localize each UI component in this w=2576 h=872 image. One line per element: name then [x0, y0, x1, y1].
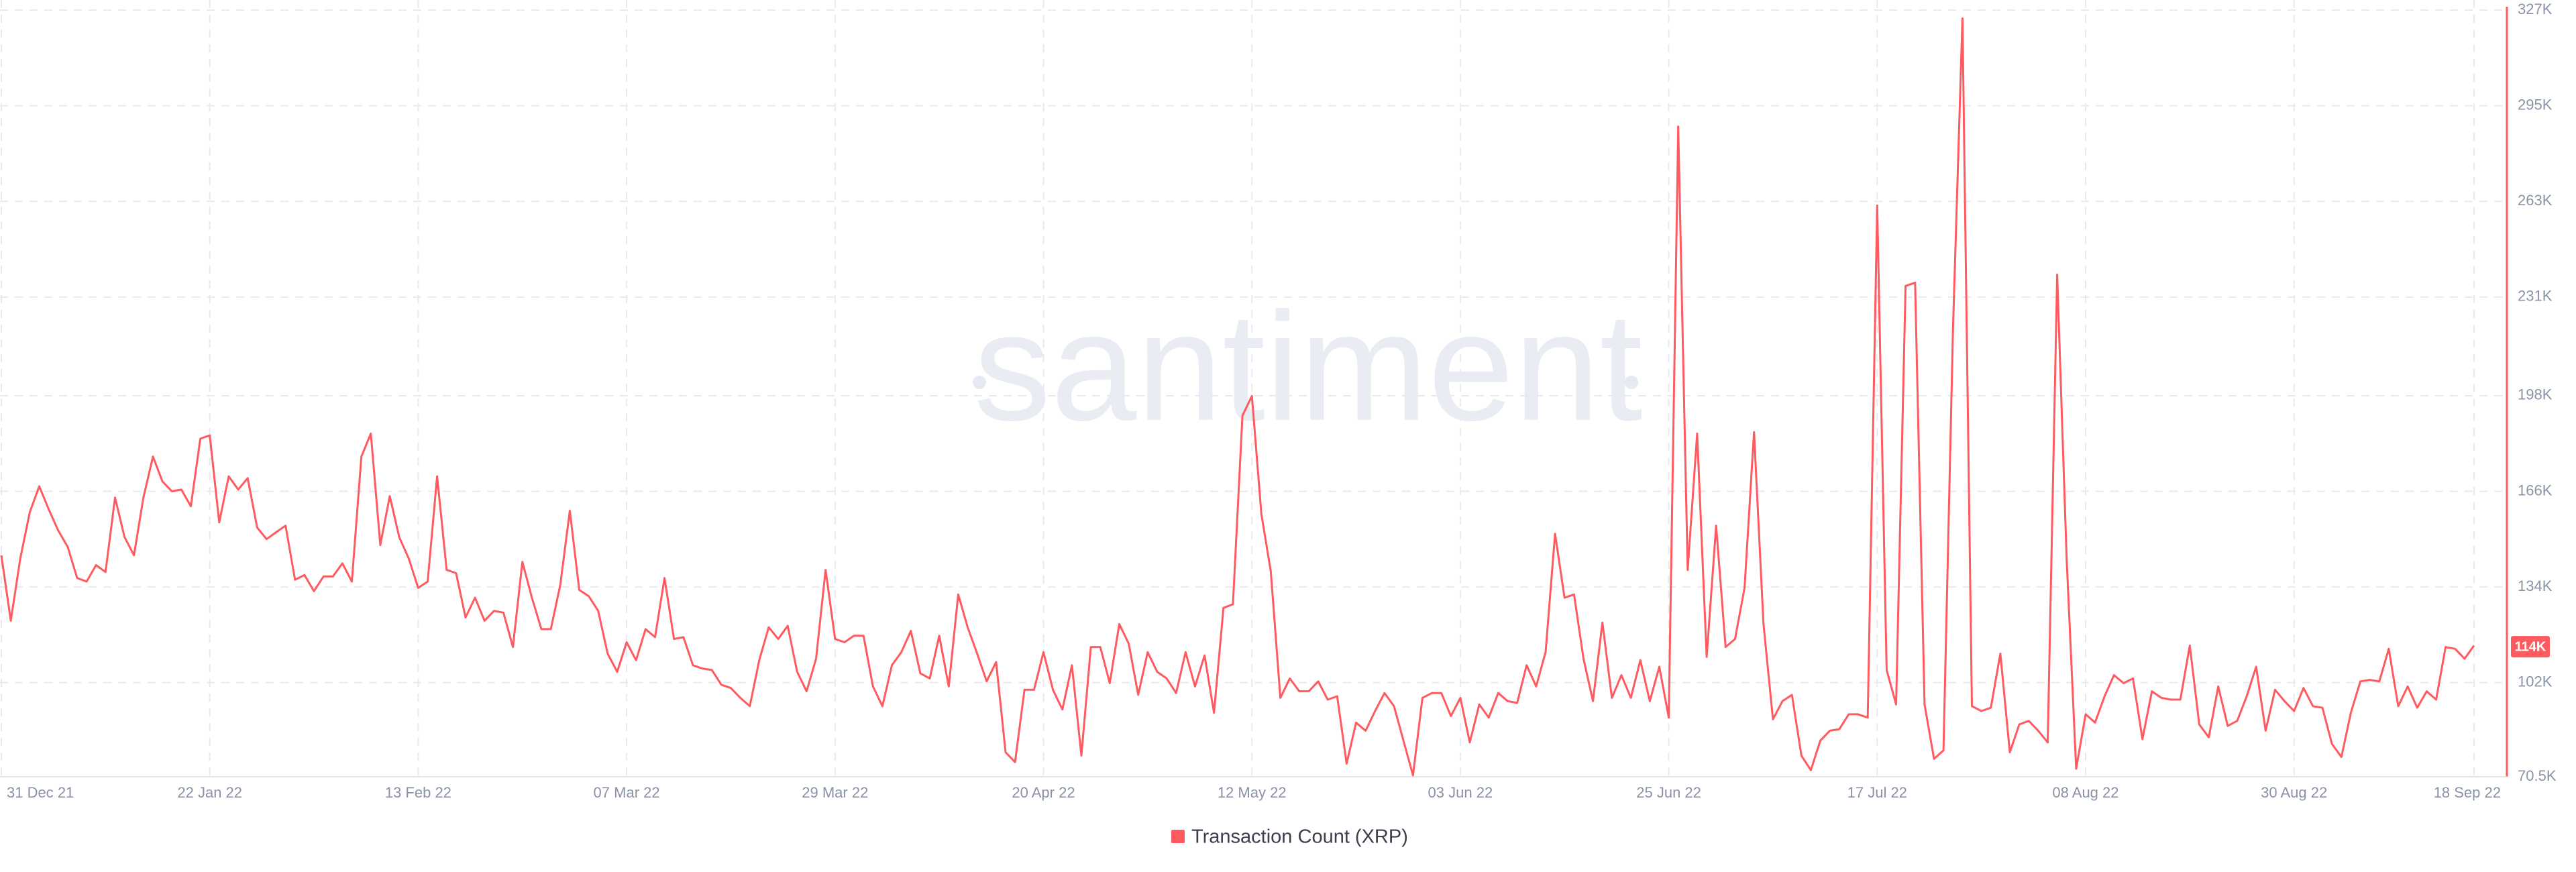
y-tick-label: 70.5K — [2518, 767, 2557, 784]
current-value-label: 114K — [2515, 639, 2546, 654]
x-tick-label: 29 Mar 22 — [802, 784, 868, 801]
y-tick-label: 166K — [2518, 482, 2553, 498]
y-tick-label: 102K — [2518, 673, 2553, 690]
x-tick-label: 12 May 22 — [1218, 784, 1287, 801]
y-tick-label: 295K — [2518, 96, 2553, 113]
x-tick-label: 30 Aug 22 — [2261, 784, 2327, 801]
x-tick-label: 31 Dec 21 — [7, 784, 74, 801]
data-line — [0, 17, 2475, 777]
y-tick-label: 134K — [2518, 578, 2553, 594]
x-tick-label: 18 Sep 22 — [2434, 784, 2501, 801]
watermark-dot — [973, 376, 986, 389]
y-tick-label: 263K — [2518, 192, 2553, 209]
x-tick-label: 17 Jul 22 — [1847, 784, 1907, 801]
y-tick-label: 198K — [2518, 386, 2553, 403]
x-tick-label: 25 Jun 22 — [1636, 784, 1701, 801]
watermark-dot — [1625, 376, 1638, 389]
watermark: santiment — [973, 280, 1642, 453]
y-tick-label: 231K — [2518, 288, 2553, 305]
y-tick-label: 327K — [2518, 1, 2553, 17]
x-tick-label: 03 Jun 22 — [1428, 784, 1493, 801]
current-value-box — [2511, 636, 2550, 658]
x-tick-label: 20 Apr 22 — [1012, 784, 1075, 801]
legend-swatch — [1171, 830, 1185, 843]
x-tick-label: 22 Jan 22 — [177, 784, 242, 801]
x-tick-label: 07 Mar 22 — [594, 784, 660, 801]
x-tick-label: 08 Aug 22 — [2052, 784, 2118, 801]
x-tick-label: 13 Feb 22 — [385, 784, 451, 801]
legend-label: Transaction Count (XRP) — [1191, 826, 1408, 848]
